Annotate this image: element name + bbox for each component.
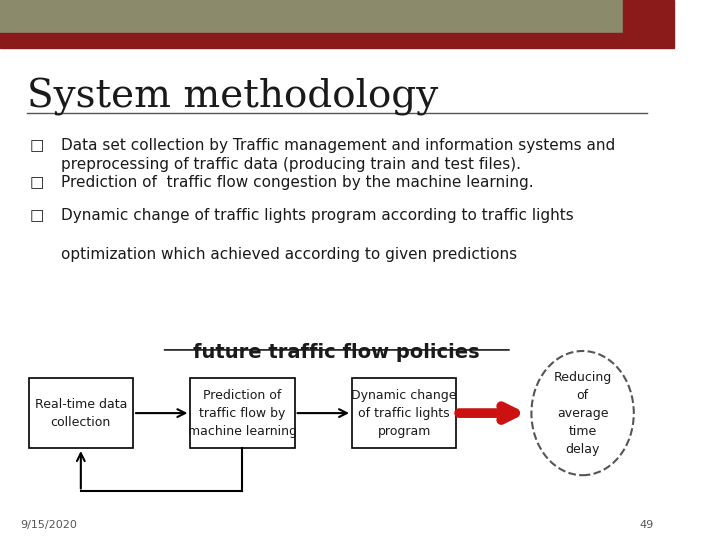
FancyBboxPatch shape xyxy=(190,378,294,448)
Ellipse shape xyxy=(531,351,634,475)
Text: □: □ xyxy=(30,208,44,223)
Bar xyxy=(623,0,673,33)
Text: Real-time data
collection: Real-time data collection xyxy=(35,397,127,429)
Bar xyxy=(0,33,673,48)
Text: Prediction of  traffic flow congestion by the machine learning.: Prediction of traffic flow congestion by… xyxy=(60,176,534,191)
Text: future traffic flow policies: future traffic flow policies xyxy=(194,343,480,362)
Text: Dynamic change
of traffic lights
program: Dynamic change of traffic lights program xyxy=(351,389,457,437)
Text: Dynamic change of traffic lights program according to traffic lights

optimizati: Dynamic change of traffic lights program… xyxy=(60,208,573,262)
Bar xyxy=(0,0,623,33)
Text: 49: 49 xyxy=(639,520,653,530)
FancyBboxPatch shape xyxy=(352,378,456,448)
FancyBboxPatch shape xyxy=(29,378,133,448)
Text: Data set collection by Traffic management and information systems and
preprocess: Data set collection by Traffic managemen… xyxy=(60,138,615,172)
Text: □: □ xyxy=(30,138,44,153)
Text: 9/15/2020: 9/15/2020 xyxy=(20,520,77,530)
Text: Reducing
of
average
time
delay: Reducing of average time delay xyxy=(554,370,612,456)
Text: □: □ xyxy=(30,176,44,191)
Text: Prediction of
traffic flow by
machine learning: Prediction of traffic flow by machine le… xyxy=(188,389,297,437)
Text: System methodology: System methodology xyxy=(27,78,438,116)
